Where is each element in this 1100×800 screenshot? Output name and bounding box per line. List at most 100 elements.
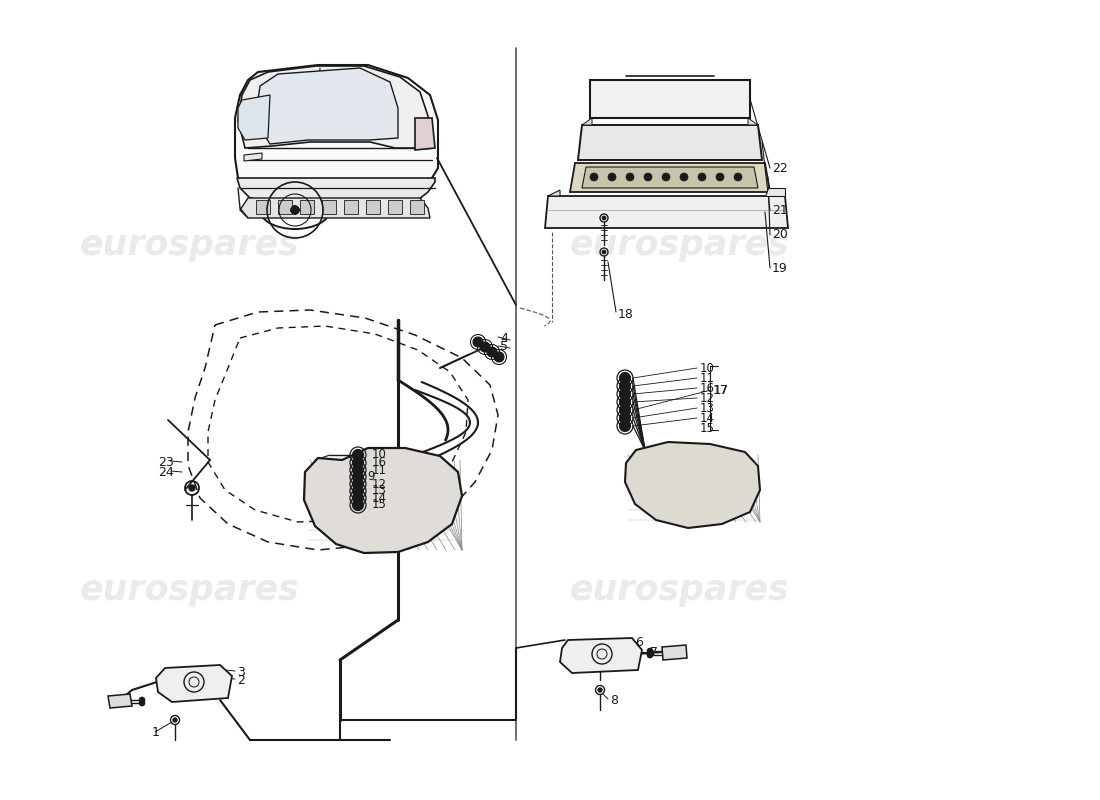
Circle shape: [619, 389, 630, 399]
Circle shape: [619, 405, 630, 415]
Polygon shape: [235, 65, 438, 208]
Circle shape: [352, 471, 363, 482]
Text: eurospares: eurospares: [80, 573, 300, 607]
Polygon shape: [662, 645, 688, 660]
Polygon shape: [278, 200, 292, 214]
Text: eurospares: eurospares: [80, 228, 300, 262]
Text: 14: 14: [700, 411, 715, 425]
Circle shape: [494, 352, 504, 362]
Circle shape: [292, 206, 299, 214]
Polygon shape: [344, 200, 358, 214]
Text: eurospares: eurospares: [570, 573, 790, 607]
Text: 10: 10: [700, 362, 715, 374]
Text: 21: 21: [772, 203, 788, 217]
Polygon shape: [578, 125, 762, 160]
Circle shape: [648, 653, 652, 658]
Polygon shape: [544, 196, 788, 228]
Polygon shape: [410, 200, 424, 214]
Circle shape: [189, 485, 195, 491]
Text: 13: 13: [372, 485, 387, 498]
Circle shape: [619, 397, 630, 407]
Polygon shape: [244, 153, 262, 161]
Circle shape: [608, 173, 616, 181]
Circle shape: [292, 206, 299, 214]
Circle shape: [716, 173, 724, 181]
Circle shape: [734, 173, 742, 181]
Circle shape: [644, 173, 652, 181]
Polygon shape: [415, 118, 434, 150]
Circle shape: [173, 718, 177, 722]
Polygon shape: [366, 200, 379, 214]
Circle shape: [619, 413, 630, 423]
Circle shape: [352, 499, 363, 510]
Polygon shape: [238, 95, 270, 140]
Circle shape: [648, 649, 652, 654]
Text: 13: 13: [700, 402, 715, 414]
Text: 1: 1: [152, 726, 160, 739]
Circle shape: [292, 206, 299, 214]
Circle shape: [292, 206, 299, 214]
Circle shape: [619, 373, 630, 383]
Circle shape: [352, 478, 363, 490]
Text: 20: 20: [772, 229, 788, 242]
Polygon shape: [388, 200, 401, 214]
Text: 9: 9: [367, 470, 374, 483]
Polygon shape: [582, 167, 758, 188]
Circle shape: [292, 206, 299, 214]
Polygon shape: [570, 163, 770, 192]
Circle shape: [487, 347, 497, 357]
Circle shape: [140, 698, 144, 702]
Text: 5: 5: [500, 341, 508, 354]
Text: 17: 17: [714, 383, 729, 397]
Text: 12: 12: [372, 478, 387, 490]
Polygon shape: [255, 68, 398, 144]
Text: 16: 16: [700, 382, 715, 394]
Polygon shape: [156, 665, 232, 702]
Circle shape: [292, 206, 299, 214]
Text: 4: 4: [500, 331, 508, 345]
Circle shape: [619, 421, 630, 431]
Text: 8: 8: [610, 694, 618, 706]
Polygon shape: [560, 638, 642, 673]
Circle shape: [352, 450, 363, 461]
Polygon shape: [236, 178, 434, 210]
Circle shape: [352, 493, 363, 503]
Polygon shape: [300, 200, 313, 214]
Text: eurospares: eurospares: [570, 228, 790, 262]
Circle shape: [698, 173, 706, 181]
Circle shape: [473, 337, 483, 347]
Text: 12: 12: [700, 391, 715, 405]
Polygon shape: [304, 448, 462, 553]
Text: 19: 19: [772, 262, 788, 274]
Polygon shape: [548, 190, 560, 196]
Circle shape: [352, 486, 363, 497]
Text: 7: 7: [650, 646, 658, 659]
Text: 11: 11: [700, 371, 715, 385]
Circle shape: [603, 217, 605, 219]
Circle shape: [619, 381, 630, 391]
Circle shape: [662, 173, 670, 181]
Circle shape: [598, 688, 602, 692]
Circle shape: [352, 458, 363, 469]
Text: 15: 15: [372, 498, 387, 511]
Circle shape: [292, 206, 299, 214]
Text: 2: 2: [236, 674, 245, 686]
Polygon shape: [108, 694, 132, 708]
Polygon shape: [582, 118, 592, 125]
Circle shape: [590, 173, 598, 181]
Text: 3: 3: [236, 666, 245, 678]
Circle shape: [292, 206, 299, 214]
Circle shape: [680, 173, 688, 181]
Text: 18: 18: [618, 309, 634, 322]
Polygon shape: [748, 118, 758, 125]
Polygon shape: [256, 200, 270, 214]
Polygon shape: [764, 188, 785, 196]
Text: 11: 11: [372, 463, 387, 477]
Polygon shape: [322, 200, 335, 214]
Text: 24: 24: [158, 466, 174, 478]
Polygon shape: [240, 198, 430, 218]
Circle shape: [626, 173, 634, 181]
Polygon shape: [625, 442, 760, 528]
Text: 6: 6: [635, 637, 642, 650]
Circle shape: [480, 342, 490, 352]
